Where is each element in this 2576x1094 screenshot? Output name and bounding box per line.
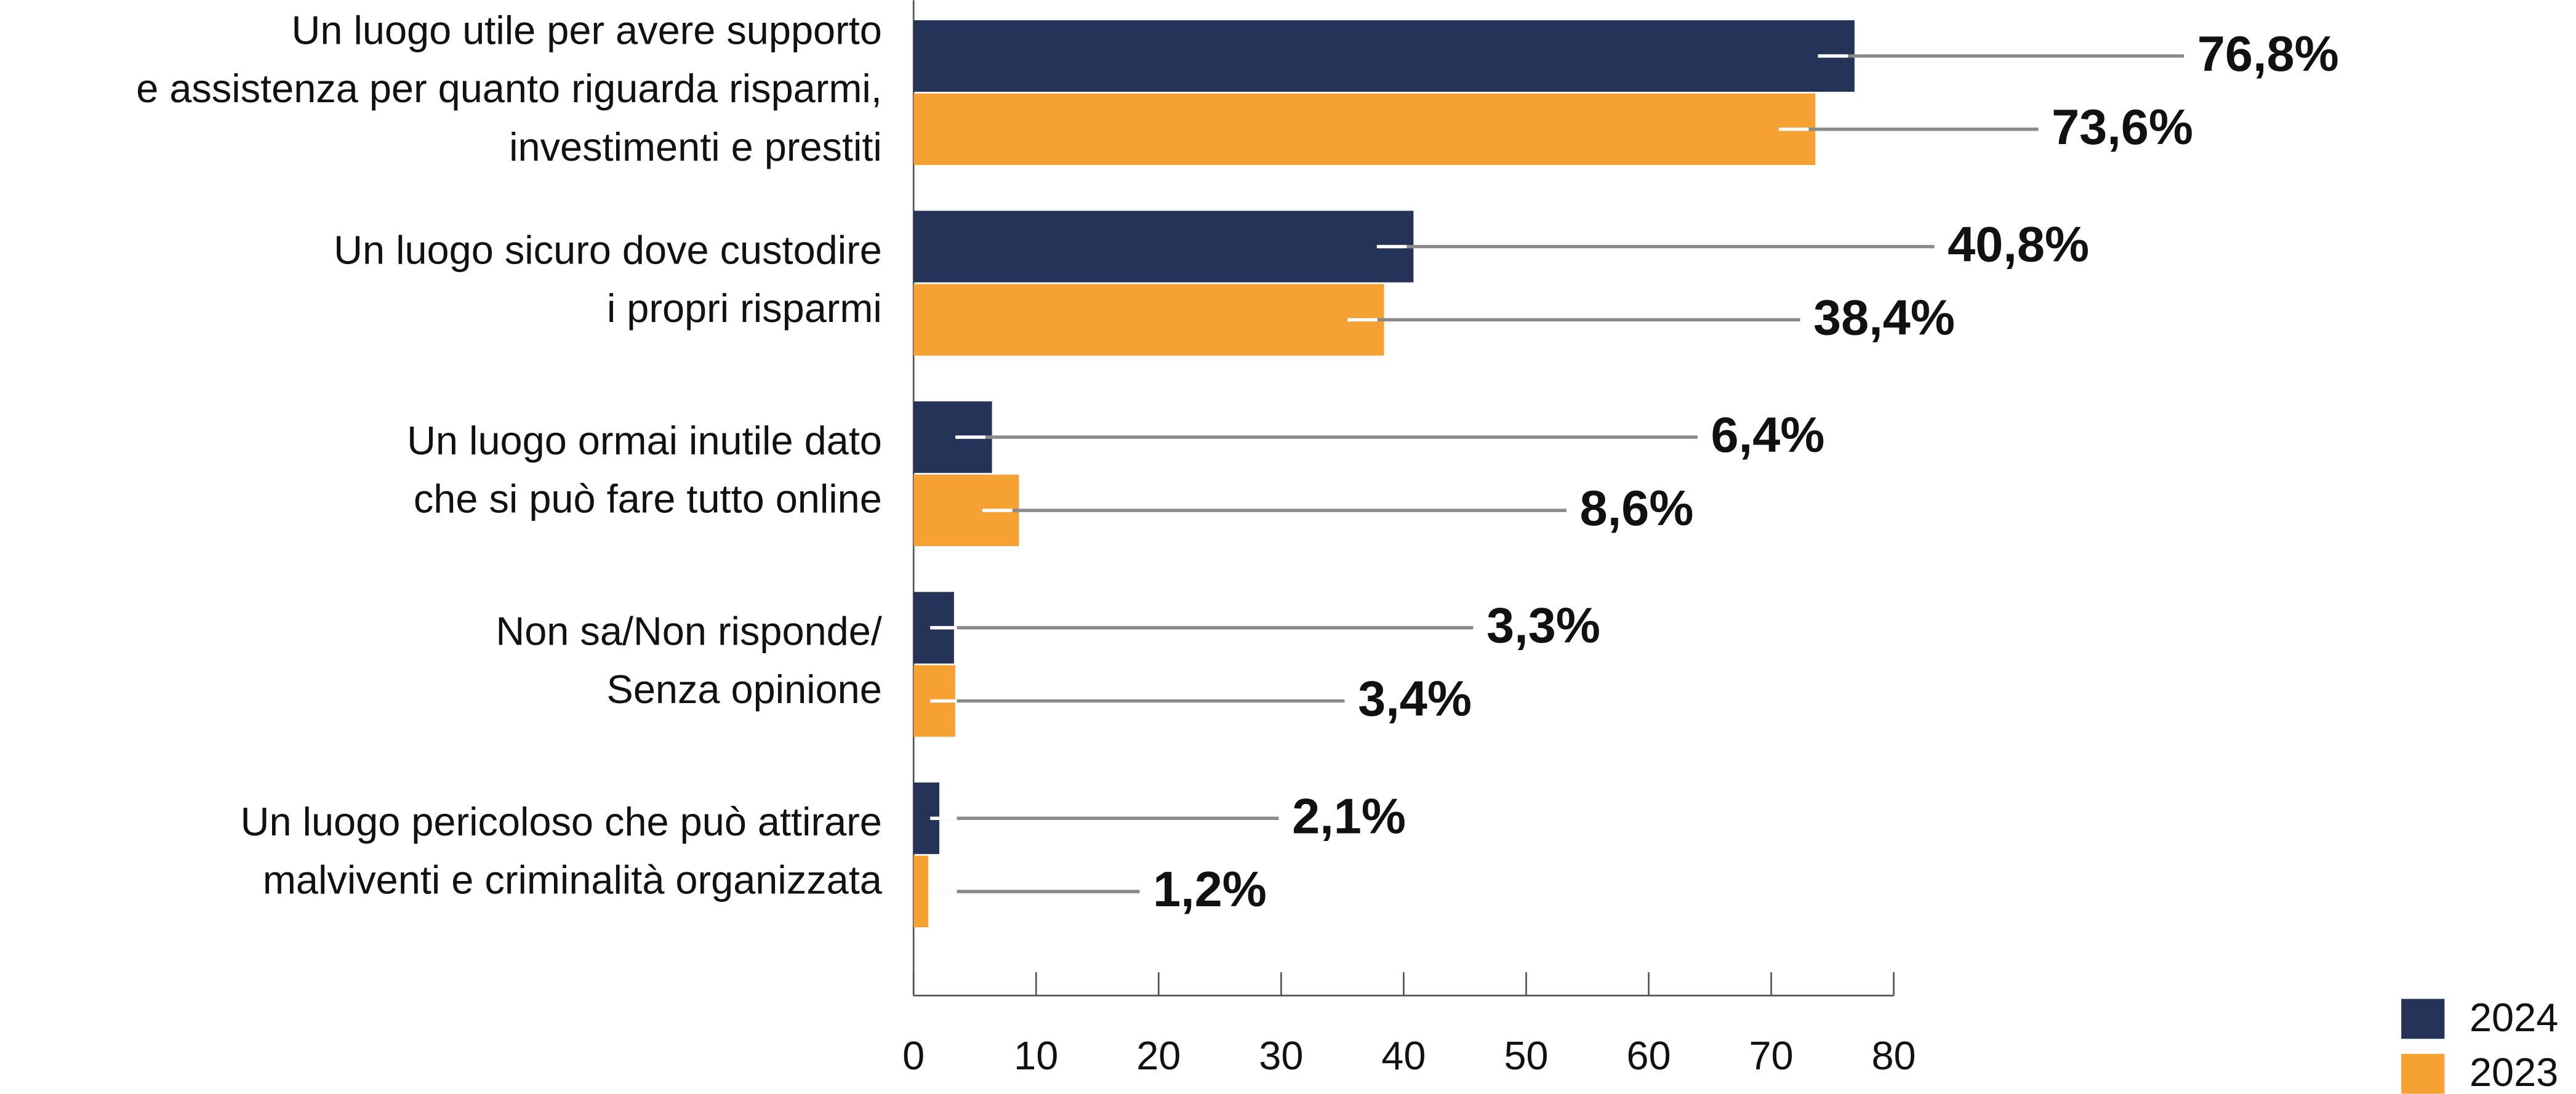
bar <box>913 20 1855 92</box>
value-label: 40,8% <box>1948 217 2089 273</box>
bar <box>913 855 929 928</box>
legend-label: 2024 <box>2470 995 2558 1040</box>
value-label: 8,6% <box>1579 481 1693 536</box>
category-label: Non sa/Non risponde/ <box>496 609 882 654</box>
value-label: 6,4% <box>1711 408 1825 463</box>
value-label: 38,4% <box>1813 291 1955 346</box>
x-tick-label: 60 <box>1626 1033 1671 1078</box>
x-tick-label: 50 <box>1504 1033 1548 1078</box>
bar <box>913 211 1414 283</box>
value-label: 76,8% <box>2197 26 2339 82</box>
value-label: 3,4% <box>1358 672 1472 727</box>
legend-swatch <box>2401 999 2445 1039</box>
x-tick-label: 20 <box>1136 1033 1181 1078</box>
value-label: 3,3% <box>1487 598 1600 654</box>
x-tick-label: 80 <box>1871 1033 1916 1078</box>
value-label: 1,2% <box>1153 862 1267 917</box>
category-label: Un luogo sicuro dove custodire <box>334 227 882 272</box>
category-label: e assistenza per quanto riguarda risparm… <box>136 66 882 111</box>
category-label: malviventi e criminalità organizzata <box>263 858 883 903</box>
value-label: 73,6% <box>2052 100 2193 155</box>
category-label: che si può fare tutto online <box>414 477 882 521</box>
legend-swatch <box>2401 1053 2445 1094</box>
x-tick-label: 70 <box>1749 1033 1793 1078</box>
category-label: Senza opinione <box>607 667 882 712</box>
x-tick-label: 40 <box>1381 1033 1426 1078</box>
category-label: i propri risparmi <box>607 286 882 331</box>
category-label: Un luogo utile per avere supporto <box>292 8 882 53</box>
value-label: 2,1% <box>1292 789 1406 844</box>
legend-label: 2023 <box>2470 1050 2558 1094</box>
category-label: Un luogo pericoloso che può attirare <box>241 799 882 844</box>
x-tick-label: 30 <box>1259 1033 1303 1078</box>
category-label: investimenti e prestiti <box>509 124 882 169</box>
bar <box>913 93 1816 166</box>
x-tick-label: 0 <box>902 1033 925 1078</box>
x-tick-label: 10 <box>1014 1033 1058 1078</box>
bar <box>913 284 1384 356</box>
category-label: Un luogo ormai inutile dato <box>407 418 882 463</box>
